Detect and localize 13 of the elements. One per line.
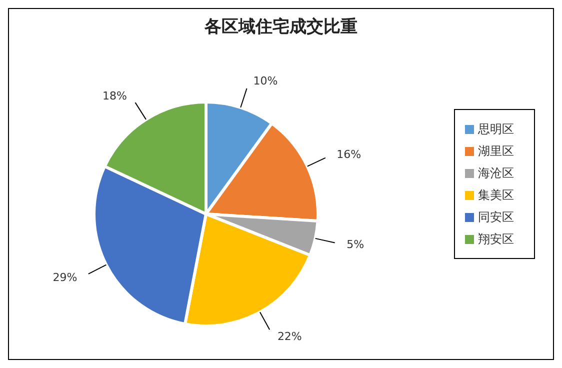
- data-label: 16%: [336, 148, 362, 161]
- legend-label: 思明区: [478, 122, 514, 136]
- data-label: 10%: [253, 74, 278, 88]
- legend-label: 同安区: [478, 210, 514, 224]
- legend-label: 翔安区: [478, 232, 514, 246]
- legend-label: 湖里区: [478, 144, 514, 158]
- data-label: 22%: [277, 330, 302, 344]
- legend-label: 集美区: [478, 188, 514, 202]
- data-label: 5%: [346, 238, 364, 252]
- chart-title: 各区域住宅成交比重: [203, 16, 358, 38]
- data-label: 29%: [52, 271, 78, 284]
- legend-label: 海沧区: [478, 166, 514, 180]
- data-label: 18%: [102, 89, 127, 102]
